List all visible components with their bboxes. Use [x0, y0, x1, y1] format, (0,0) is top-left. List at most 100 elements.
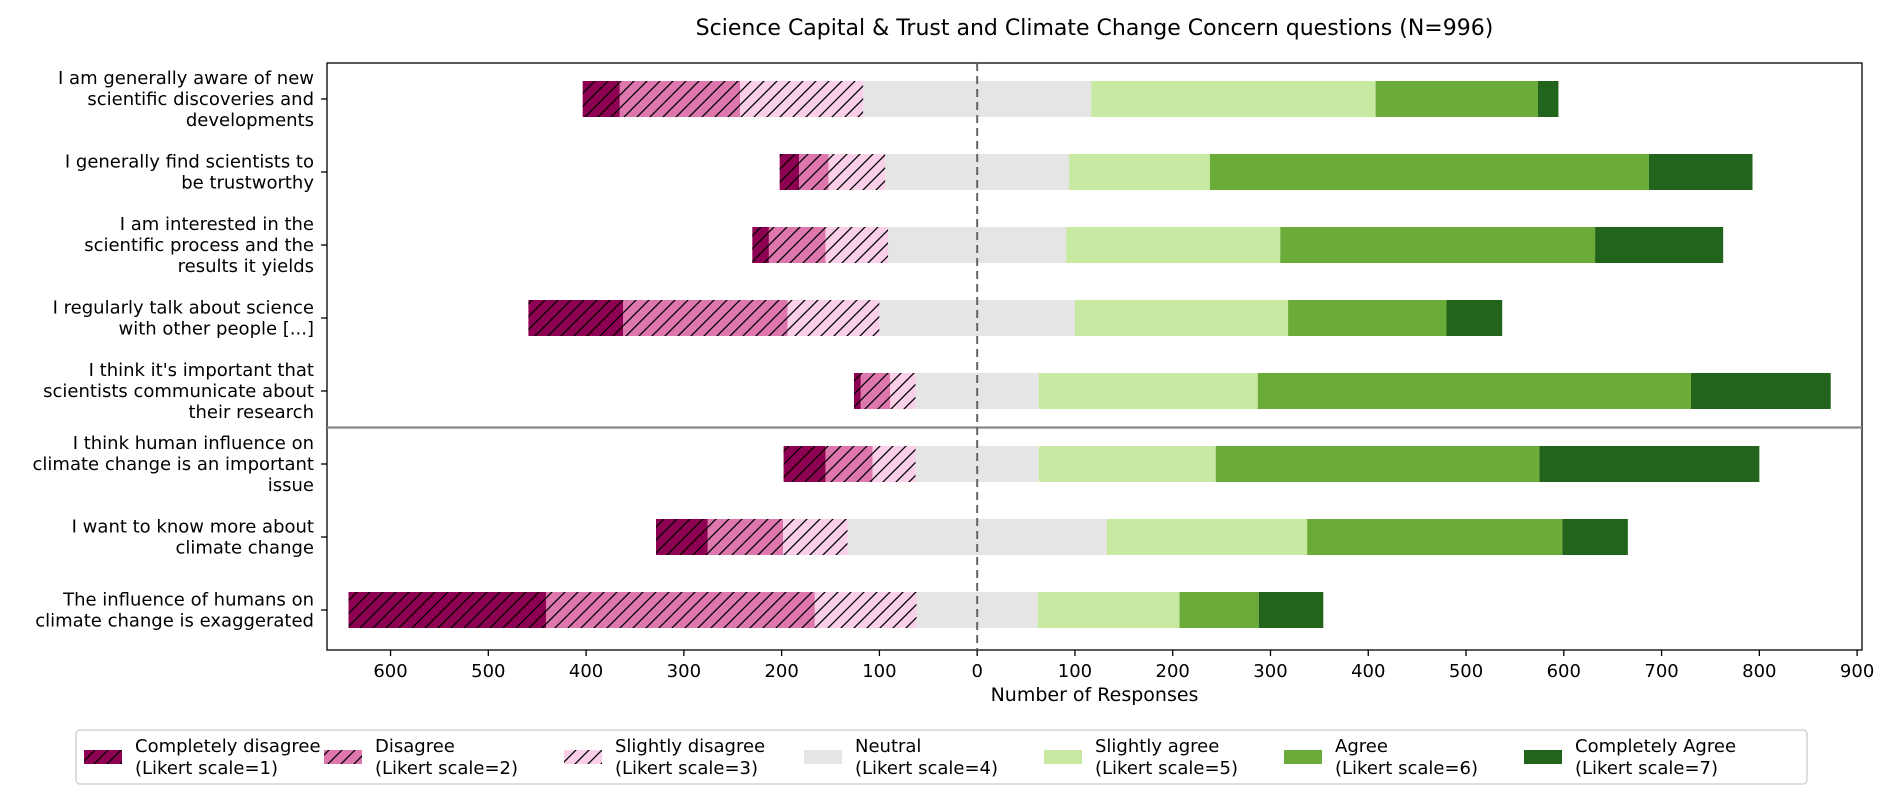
- x-tick-label: 0: [971, 661, 982, 682]
- x-tick-label: 400: [569, 661, 603, 682]
- bar-hatch: [828, 154, 886, 190]
- bar-segment: [1258, 592, 1324, 628]
- bar-hatch: [860, 373, 891, 409]
- legend-swatch: [804, 750, 842, 764]
- y-tick-label: developments: [186, 110, 314, 131]
- y-tick-label: I regularly talk about science: [53, 298, 314, 319]
- legend-label: Neutral: [855, 736, 921, 757]
- legend-label: Slightly agree: [1095, 736, 1219, 757]
- bar-hatch: [655, 519, 708, 555]
- x-tick-label: 600: [373, 661, 407, 682]
- legend-swatch: [1044, 750, 1082, 764]
- bar-segment: [1215, 446, 1540, 482]
- y-tick-label: scientific discoveries and: [87, 89, 314, 110]
- y-tick-label: I am interested in the: [120, 214, 314, 235]
- bar-hatch: [787, 300, 880, 336]
- y-tick-label: with other people [...]: [118, 319, 314, 340]
- bar-segment: [1280, 227, 1596, 263]
- y-tick-label: be trustworthy: [181, 173, 314, 194]
- bar-segment: [863, 81, 1092, 117]
- bar-segment: [1307, 519, 1563, 555]
- bar-hatch: [783, 519, 848, 555]
- legend-sublabel: (Likert scale=1): [135, 758, 278, 779]
- bar-segment: [1288, 300, 1447, 336]
- legend-sublabel: (Likert scale=5): [1095, 758, 1238, 779]
- bar-hatch: [890, 373, 916, 409]
- legend-sublabel: (Likert scale=6): [1335, 758, 1478, 779]
- legend-swatch-hatch: [84, 750, 122, 764]
- bar-segment: [1562, 519, 1628, 555]
- bar-hatch: [872, 446, 916, 482]
- bar-hatch: [825, 446, 873, 482]
- x-tick-label: 200: [764, 661, 798, 682]
- y-tick-label: I generally find scientists to: [65, 152, 314, 173]
- bar-segment: [1690, 373, 1831, 409]
- bar-hatch: [623, 300, 788, 336]
- legend-sublabel: (Likert scale=7): [1575, 758, 1718, 779]
- bar-hatch: [799, 154, 829, 190]
- bar-hatch: [752, 227, 769, 263]
- x-tick-label: 300: [1253, 661, 1287, 682]
- bar-segment: [1066, 227, 1281, 263]
- bar-segment: [1539, 446, 1760, 482]
- bar-hatch: [768, 227, 826, 263]
- bar-segment: [1038, 373, 1258, 409]
- y-tick-label: The influence of humans on: [62, 590, 314, 611]
- x-tick-label: 500: [1449, 661, 1483, 682]
- y-tick-label: climate change is exaggerated: [35, 611, 314, 632]
- bar-segment: [1375, 81, 1538, 117]
- bar-hatch: [814, 592, 917, 628]
- x-tick-label: 900: [1840, 661, 1874, 682]
- bar-hatch: [348, 592, 547, 628]
- bar-segment: [1091, 81, 1376, 117]
- bar-segment: [1069, 154, 1210, 190]
- bar-hatch: [707, 519, 784, 555]
- legend-label: Disagree: [375, 736, 455, 757]
- plot-frame: [326, 62, 1863, 651]
- bar-hatch: [740, 81, 864, 117]
- y-tick-label: I think human influence on: [73, 433, 314, 454]
- y-tick-label: I want to know more about: [72, 517, 314, 538]
- legend-label: Slightly disagree: [615, 736, 765, 757]
- bar-segment: [1037, 592, 1180, 628]
- bar-segment: [1648, 154, 1753, 190]
- legend-sublabel: (Likert scale=2): [375, 758, 518, 779]
- bar-segment: [915, 446, 1039, 482]
- bar-segment: [1257, 373, 1691, 409]
- bar-segment: [1179, 592, 1259, 628]
- bar-hatch: [779, 154, 800, 190]
- x-tick-label: 400: [1351, 661, 1385, 682]
- y-tick-label: climate change is an important: [33, 454, 314, 475]
- bar-hatch: [783, 446, 826, 482]
- legend-label: Completely Agree: [1575, 736, 1736, 757]
- legend-sublabel: (Likert scale=4): [855, 758, 998, 779]
- bar-segment: [1209, 154, 1649, 190]
- y-tick-label: issue: [268, 475, 314, 496]
- bar-hatch: [546, 592, 815, 628]
- y-tick-label: scientists communicate about: [43, 381, 314, 402]
- x-tick-label: 800: [1742, 661, 1776, 682]
- x-tick-label: 300: [667, 661, 701, 682]
- y-tick-label: results it yields: [178, 256, 314, 277]
- y-tick-label: climate change: [175, 538, 314, 559]
- legend-swatch-hatch: [324, 750, 362, 764]
- bar-hatch: [582, 81, 620, 117]
- y-tick-label: I think it's important that: [89, 360, 314, 381]
- legend-sublabel: (Likert scale=3): [615, 758, 758, 779]
- legend-frame: [75, 729, 1808, 785]
- bar-hatch: [825, 227, 889, 263]
- y-tick-label: I am generally aware of new: [58, 68, 314, 89]
- x-tick-label: 100: [1058, 661, 1092, 682]
- chart-title: Science Capital & Trust and Climate Chan…: [696, 16, 1494, 41]
- bar-segment: [1074, 300, 1289, 336]
- x-tick-label: 100: [862, 661, 896, 682]
- x-tick-label: 600: [1547, 661, 1581, 682]
- bar-hatch: [619, 81, 741, 117]
- bar-segment: [1537, 81, 1559, 117]
- legend-label: Agree: [1335, 736, 1388, 757]
- bar-segment: [1106, 519, 1308, 555]
- legend-swatch: [1524, 750, 1562, 764]
- legend: Completely disagree(Likert scale=1) Disag…: [75, 729, 1808, 785]
